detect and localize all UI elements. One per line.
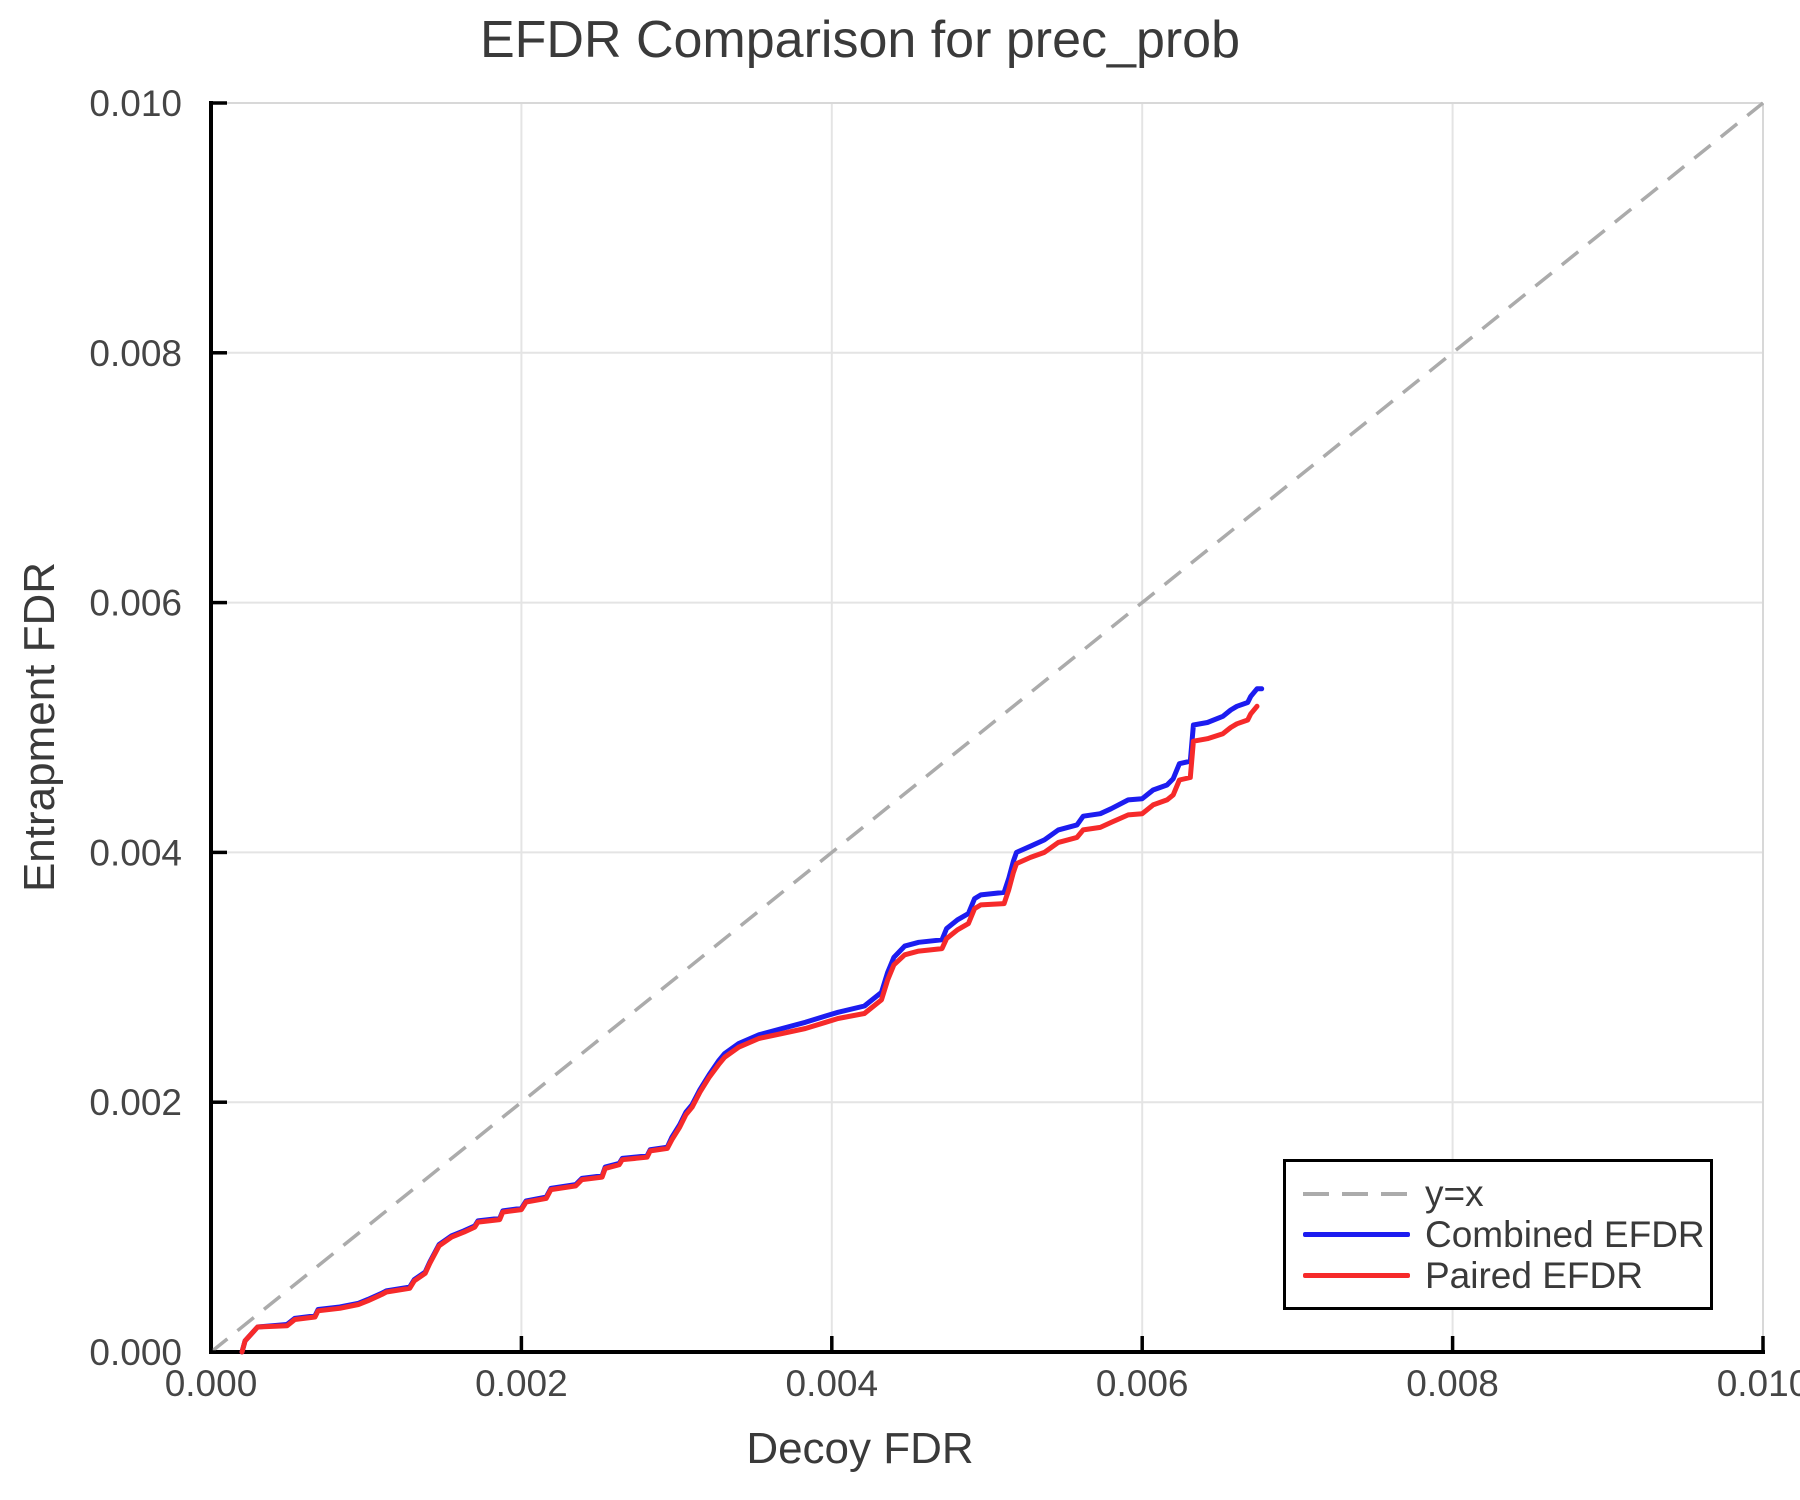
y-tick-label: 0.000 <box>89 1332 182 1373</box>
legend-row-paired: Paired EFDR <box>1303 1255 1710 1296</box>
legend: y=x Combined EFDR Paired EFDR <box>1283 1159 1713 1310</box>
legend-label-reference: y=x <box>1425 1172 1484 1214</box>
combined-efdr-line <box>239 686 1265 1355</box>
y-tick-label: 0.004 <box>89 832 182 873</box>
y-tick-label: 0.002 <box>89 1082 182 1123</box>
y-tick-label: 0.006 <box>89 583 182 624</box>
paired-efdr-line <box>239 703 1260 1355</box>
paired-efdr-line-sample <box>1303 1273 1410 1278</box>
y-axis-label: Entrapment FDR <box>15 561 64 893</box>
reference-line <box>209 101 1765 1354</box>
chart-title: EFDR Comparison for prec_prob <box>479 11 1241 69</box>
combined-efdr-line-sample <box>1303 1232 1410 1237</box>
x-axis-label: Decoy FDR <box>746 1424 974 1473</box>
legend-row-reference: y=x <box>1303 1173 1710 1214</box>
x-tick-label: 0.002 <box>475 1363 568 1404</box>
x-tick-label: 0.006 <box>1096 1363 1189 1404</box>
y-tick-label: 0.010 <box>89 83 182 124</box>
legend-row-combined: Combined EFDR <box>1303 1214 1710 1255</box>
y-tick-label: 0.008 <box>89 333 182 374</box>
x-tick-label: 0.004 <box>786 1363 879 1404</box>
x-tick-label: 0.010 <box>1717 1363 1800 1404</box>
legend-label-combined: Combined EFDR <box>1425 1213 1705 1255</box>
legend-label-paired: Paired EFDR <box>1425 1254 1643 1296</box>
x-tick-label: 0.000 <box>165 1363 258 1404</box>
x-tick-label: 0.008 <box>1406 1363 1499 1404</box>
reference-line-sample <box>1303 1191 1410 1196</box>
